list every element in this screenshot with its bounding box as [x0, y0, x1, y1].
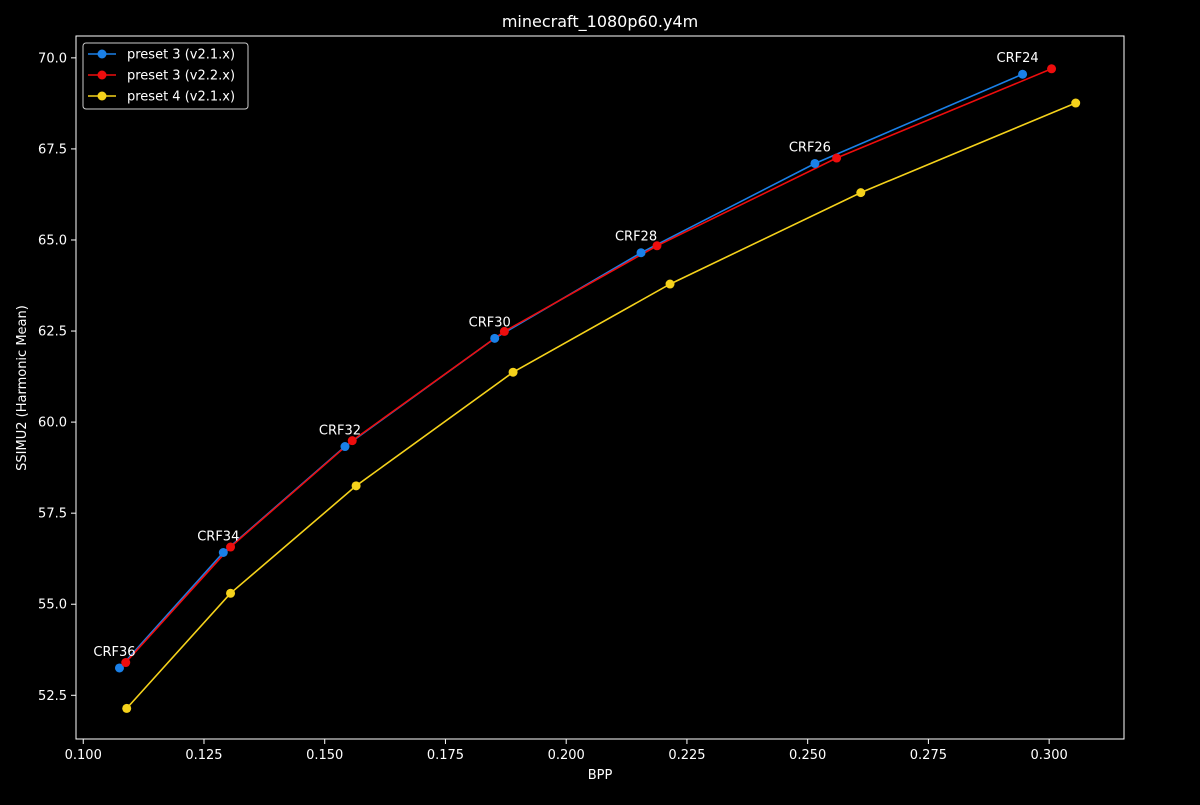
series-1-point — [218, 548, 228, 558]
series-points — [114, 64, 1081, 713]
series-2-point — [121, 658, 131, 668]
legend: preset 3 (v2.1.x) preset 3 (v2.2.x) preset… — [82, 42, 249, 110]
x-tick-label: 0.225 — [668, 748, 705, 763]
series-1-point — [636, 248, 646, 258]
series-2-point — [226, 542, 236, 552]
series-2-point — [347, 436, 357, 446]
annotations: CRF36 CRF34 CRF32 CRF30 CRF28 CRF26 CRF24 — [93, 51, 1038, 660]
crf-annotation: CRF26 — [789, 140, 831, 155]
legend-marker — [97, 70, 107, 80]
series-1-point — [810, 158, 820, 168]
legend-marker — [97, 91, 107, 101]
x-tick-label: 0.200 — [548, 748, 585, 763]
crf-annotation: CRF32 — [319, 424, 361, 439]
y-tick-label: 62.5 — [38, 325, 67, 340]
y-tick-label: 65.0 — [38, 233, 67, 248]
series-1-point — [340, 442, 350, 452]
crf-annotation: CRF28 — [615, 230, 657, 245]
x-tick-label: 0.175 — [427, 748, 464, 763]
series-2-point — [1047, 64, 1057, 74]
series-1-point — [114, 663, 124, 673]
series-2-point — [832, 153, 842, 163]
series-3-point — [856, 188, 866, 198]
legend-box — [82, 42, 249, 110]
series-3-point — [351, 481, 361, 491]
chart-title: minecraft_1080p60.y4m — [502, 12, 698, 32]
x-tick-label: 0.300 — [1031, 748, 1068, 763]
series-3-point — [1071, 98, 1081, 108]
y-tick-label: 55.0 — [38, 598, 67, 613]
y-tick-label: 60.0 — [38, 416, 67, 431]
series-3-point — [508, 367, 518, 377]
crf-annotation: CRF30 — [469, 315, 511, 330]
y-tick-label: 70.0 — [38, 51, 67, 66]
legend-marker — [97, 49, 107, 59]
series-1-point — [490, 333, 500, 343]
series-3-point — [122, 703, 132, 713]
y-axis-label: SSIMU2 (Harmonic Mean) — [15, 305, 30, 471]
crf-annotation: CRF34 — [197, 530, 239, 545]
x-tick-label: 0.150 — [306, 748, 343, 763]
series-1-point — [1018, 69, 1028, 79]
x-tick-label: 0.275 — [910, 748, 947, 763]
y-tick-label: 52.5 — [38, 689, 67, 704]
legend-label: preset 3 (v2.2.x) — [127, 69, 235, 84]
legend-label: preset 3 (v2.1.x) — [127, 48, 235, 63]
x-axis-label: BPP — [588, 768, 613, 783]
series-3-point — [665, 279, 675, 289]
crf-annotation: CRF36 — [93, 645, 135, 660]
series-2-point — [652, 241, 662, 251]
x-tick-label: 0.125 — [185, 748, 222, 763]
series-2-point — [499, 326, 509, 336]
y-tick-label: 57.5 — [38, 507, 67, 522]
series-3-point — [226, 588, 236, 598]
x-ticks: 0.100 0.125 0.150 0.175 0.200 0.225 0.250 0.275… — [65, 739, 1068, 763]
legend-label: preset 4 (v2.1.x) — [127, 90, 235, 105]
legend-items: preset 3 (v2.1.x) preset 3 (v2.2.x) preset… — [88, 48, 235, 105]
plot-frame — [75, 35, 1125, 740]
x-tick-label: 0.100 — [65, 748, 102, 763]
crf-annotation: CRF24 — [997, 51, 1039, 66]
y-ticks: 52.5 55.0 57.5 60.0 62.5 65.0 67.5 70.0 — [38, 51, 76, 704]
x-tick-label: 0.250 — [789, 748, 826, 763]
y-tick-label: 67.5 — [38, 142, 67, 157]
